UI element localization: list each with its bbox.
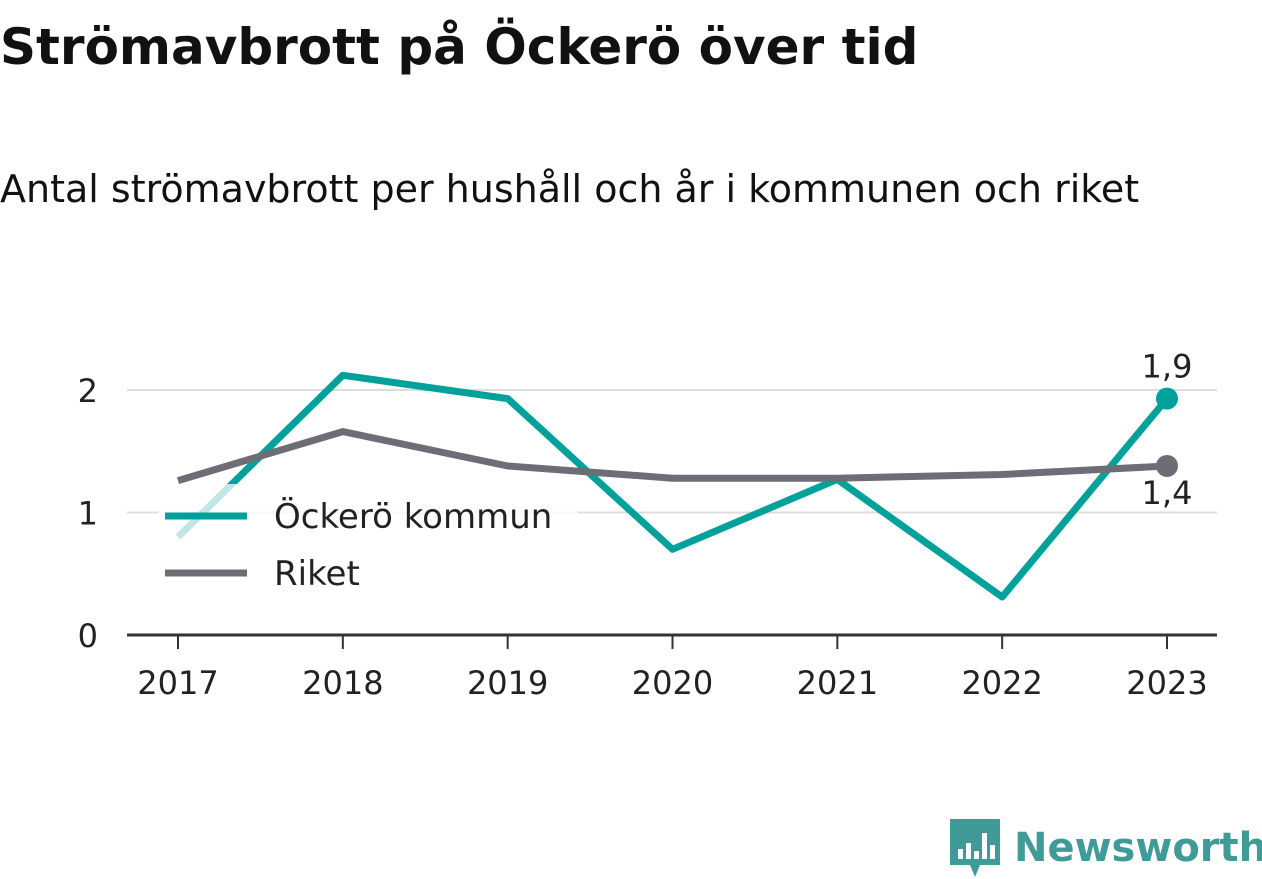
- end-value-label: 1,9: [1142, 348, 1193, 386]
- x-tick-label: 2021: [797, 664, 878, 702]
- end-value-label: 1,4: [1142, 474, 1193, 512]
- newsworthy-brand: Newsworthy: [950, 818, 1262, 878]
- legend-label: Riket: [274, 554, 360, 594]
- axes: 0 1 2 2017 2018 2019 2020 2021 2022 2023: [78, 372, 1217, 702]
- series-line-ockero-kommun: [175, 371, 1170, 601]
- end-marker: [1156, 454, 1178, 477]
- legend-label: Öckerö kommun: [274, 496, 552, 537]
- end-labels: 1,9 1,4: [1142, 348, 1193, 512]
- series-line-riket: [177, 428, 1168, 484]
- legend: Öckerö kommun Riket: [158, 484, 578, 594]
- end-marker: [1156, 387, 1178, 410]
- x-tick-label: 2017: [137, 664, 218, 702]
- brand-name: Newsworthy: [1014, 825, 1262, 871]
- x-tick-label: 2020: [632, 664, 713, 702]
- chart-subtitle: Antal strömavbrott per hushåll och år i …: [0, 167, 1140, 211]
- y-tick-label: 1: [78, 495, 98, 533]
- chart-title: Strömavbrott på Öckerö över tid: [0, 18, 919, 76]
- x-tick-label: 2022: [961, 664, 1042, 702]
- x-tick-label: 2018: [302, 664, 383, 702]
- newsworthy-logo-icon: [950, 819, 1000, 877]
- series-lines: [175, 371, 1170, 601]
- y-tick-label: 2: [78, 372, 98, 410]
- x-tick-label: 2019: [467, 664, 548, 702]
- y-tick-label: 0: [78, 617, 98, 655]
- x-tick-label: 2023: [1126, 664, 1207, 702]
